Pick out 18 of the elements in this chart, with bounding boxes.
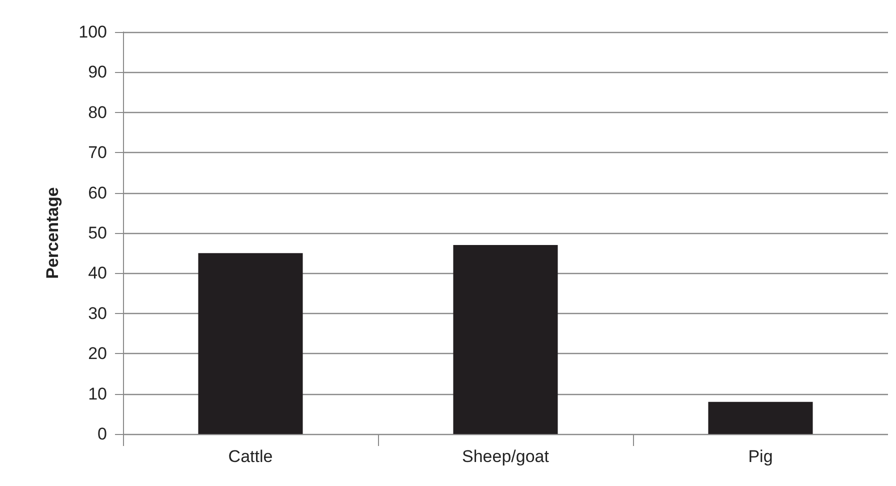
y-tick-label: 40 xyxy=(88,264,107,283)
x-tick-label: Cattle xyxy=(228,447,273,466)
y-axis-title: Percentage xyxy=(43,187,62,279)
y-tick-label: 60 xyxy=(88,183,107,202)
x-tick-label: Pig xyxy=(748,447,773,466)
y-tick-label: 100 xyxy=(78,22,107,42)
y-tick-label: 90 xyxy=(88,62,107,82)
y-tick-label: 70 xyxy=(88,143,107,162)
y-tick-label: 80 xyxy=(88,102,107,122)
y-tick-label: 20 xyxy=(88,344,107,364)
x-tick-label: Sheep/goat xyxy=(462,447,550,466)
bar xyxy=(708,402,813,434)
y-tick-label: 0 xyxy=(98,424,107,444)
y-tick-label: 10 xyxy=(88,384,107,404)
y-tick-label: 30 xyxy=(88,304,107,323)
y-tick-label: 50 xyxy=(88,224,107,242)
bar xyxy=(198,253,303,434)
bar xyxy=(453,245,558,434)
